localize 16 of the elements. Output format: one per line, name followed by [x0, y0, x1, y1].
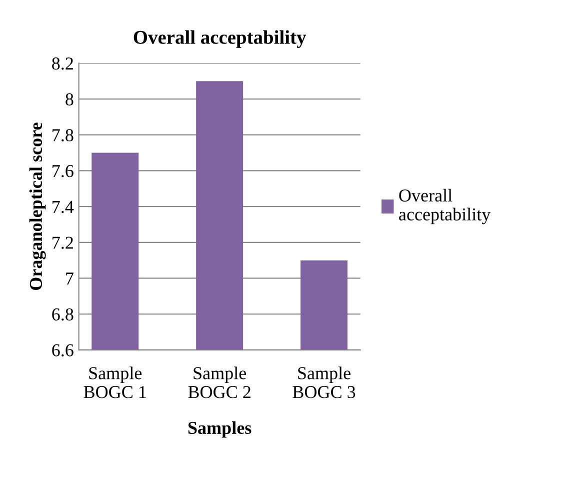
x-tick-label: Sample BOGC 2: [188, 366, 250, 398]
y-tick-label: 8: [66, 93, 74, 106]
x-tick-label: Sample BOGC 1: [84, 366, 146, 398]
y-tick-label: 7.6: [52, 165, 74, 178]
y-tick-label: 7.2: [52, 236, 73, 249]
x-tick-label: Sample BOGC 3: [292, 366, 356, 398]
x-axis-title: Samples: [188, 421, 252, 438]
y-tick-label: 8.2: [52, 57, 73, 70]
chart-title: Overall acceptability: [134, 30, 306, 48]
legend-label: Overall acceptability: [399, 188, 491, 224]
y-tick-label: 7.4: [52, 200, 74, 214]
y-axis-title: Oraganoleptical score: [29, 122, 46, 290]
y-tick-label: 6.8: [52, 308, 74, 321]
y-tick-label: 7: [66, 272, 74, 284]
y-tick-label: 7.8: [52, 129, 74, 142]
y-tick-label: 6.6: [52, 344, 74, 356]
